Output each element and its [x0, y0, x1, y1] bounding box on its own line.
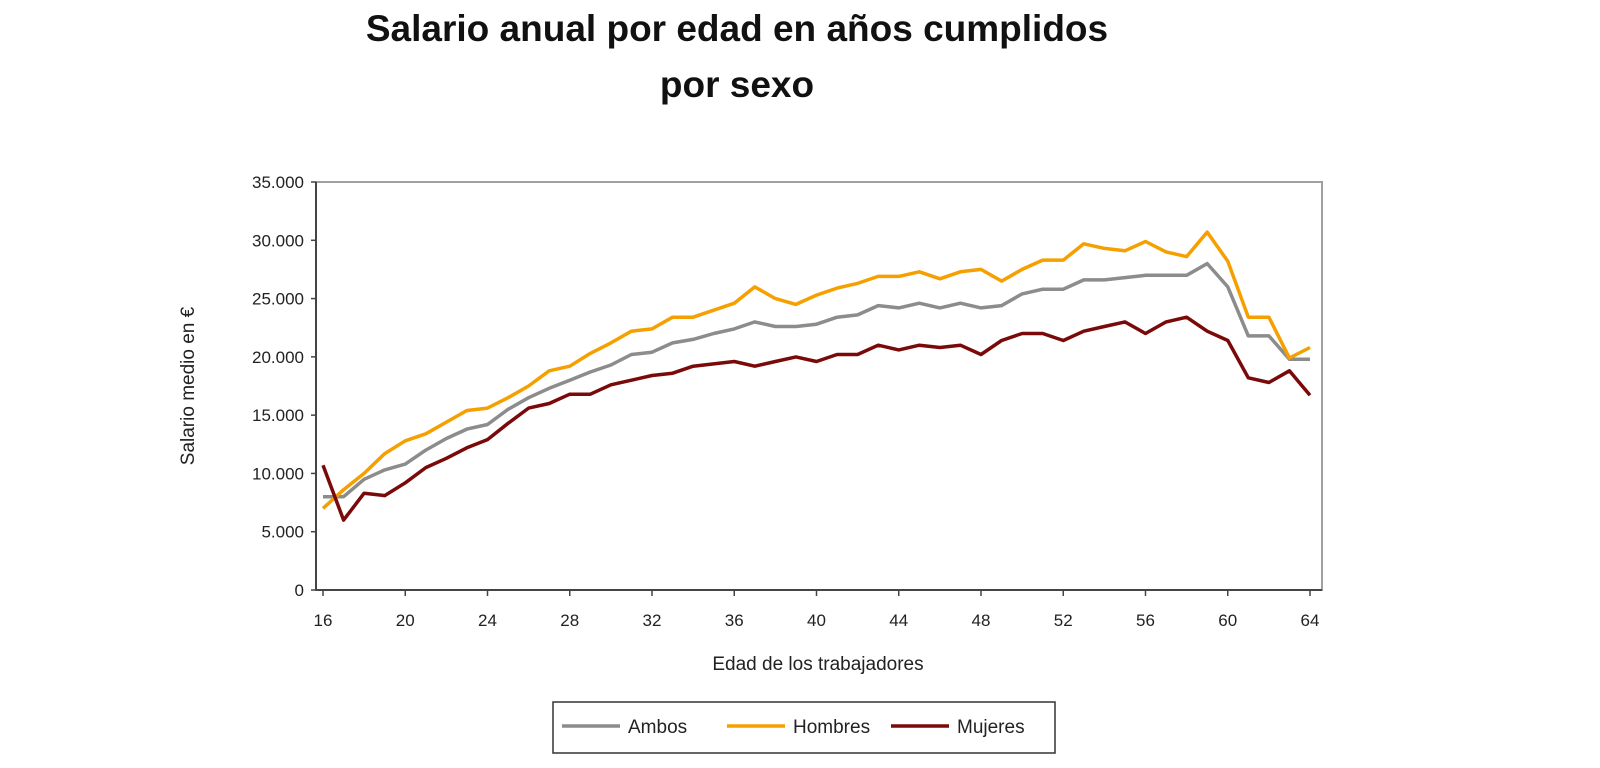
chart-title-line-1: Salario anual por edad en años cumplidos: [365, 8, 1109, 49]
x-tick-label: 20: [396, 611, 415, 630]
y-tick-label: 0: [295, 581, 304, 600]
x-tick-label: 28: [560, 611, 579, 630]
legend: [552, 701, 1056, 754]
x-tick-label: 24: [478, 611, 497, 630]
y-tick-label: 5.000: [261, 523, 304, 542]
legend-label-hombres: Hombres: [793, 717, 870, 738]
y-tick-label: 30.000: [252, 231, 304, 250]
legend-label-ambos: Ambos: [628, 717, 687, 738]
y-tick-label: 10.000: [252, 464, 304, 483]
x-tick-label: 32: [643, 611, 662, 630]
x-tick-label: 36: [725, 611, 744, 630]
y-tick-label: 20.000: [252, 348, 304, 367]
y-tick-label: 15.000: [252, 406, 304, 425]
x-axis-label: Edad de los trabajadores: [712, 654, 923, 675]
legend-label-mujeres: Mujeres: [957, 717, 1025, 738]
x-tick-label: 40: [807, 611, 826, 630]
series-line-hombres: [321, 230, 1311, 510]
series-line-mujeres: [321, 315, 1312, 522]
x-tick-label: 44: [889, 611, 908, 630]
x-tick-label: 60: [1218, 611, 1237, 630]
y-tick-label: 35.000: [252, 173, 304, 192]
x-tick-label: 52: [1054, 611, 1073, 630]
x-tick-label: 64: [1301, 611, 1320, 630]
x-tick-label: 56: [1136, 611, 1155, 630]
plot-area: [315, 181, 1323, 591]
x-tick-label: 16: [314, 611, 333, 630]
y-tick-label: 25.000: [252, 290, 304, 309]
y-axis-label: Salario medio en €: [178, 306, 199, 465]
chart-title-line-2: por sexo: [659, 64, 815, 105]
x-tick-label: 48: [972, 611, 991, 630]
series-line-ambos: [323, 261, 1310, 499]
